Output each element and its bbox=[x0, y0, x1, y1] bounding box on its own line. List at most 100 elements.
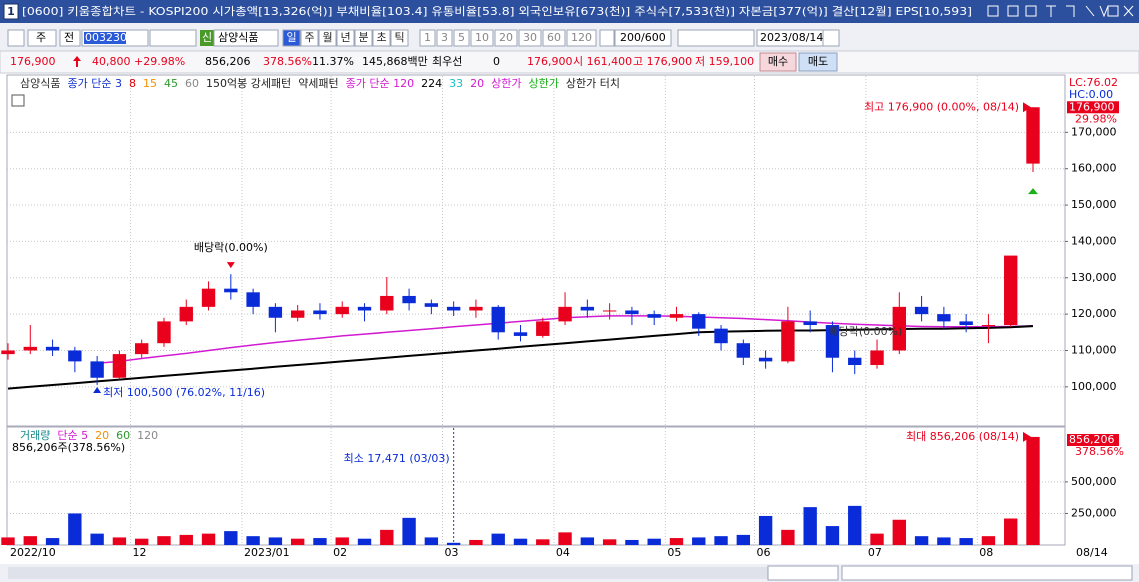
code-selection bbox=[84, 32, 126, 44]
scroll-buttons[interactable] bbox=[767, 565, 839, 581]
volume-bar bbox=[157, 536, 171, 545]
interval: 5 bbox=[458, 31, 465, 44]
candle-body bbox=[380, 295, 394, 311]
count-combo[interactable] bbox=[599, 29, 615, 47]
y-tick-label: 150,000 bbox=[1071, 198, 1117, 211]
high-marker bbox=[1023, 102, 1031, 113]
candle-body bbox=[981, 325, 996, 327]
name-badge-box bbox=[200, 30, 214, 46]
interval-button[interactable] bbox=[453, 29, 470, 47]
search-buttons[interactable] bbox=[149, 29, 197, 47]
volume-bar bbox=[45, 538, 60, 545]
legend-entry: 거래량 bbox=[20, 429, 50, 442]
candle-body bbox=[959, 321, 973, 326]
y-tick-label: 160,000 bbox=[1071, 162, 1117, 175]
best-price: 176,900 bbox=[527, 55, 573, 68]
calendar-button[interactable] bbox=[822, 29, 840, 47]
zoom-buttons[interactable] bbox=[841, 565, 1133, 581]
y-tick-label: 500,000 bbox=[1071, 475, 1117, 488]
turnover: 11.37% bbox=[312, 55, 354, 68]
name-box[interactable] bbox=[213, 29, 279, 47]
volume-bar bbox=[848, 505, 862, 545]
sell-button[interactable] bbox=[798, 52, 838, 72]
open: 시 161,400 bbox=[573, 55, 632, 68]
x-end-label: 08/14 bbox=[1076, 546, 1108, 559]
candle-body bbox=[892, 306, 906, 351]
up-limit-marker bbox=[1028, 188, 1038, 195]
candle-body bbox=[914, 306, 929, 315]
quote-row bbox=[0, 50, 1139, 74]
volume-bar bbox=[446, 542, 461, 545]
scroll-track[interactable] bbox=[8, 567, 768, 579]
charts: 100,000 110,000 120,000 130,000 140,000 150,0… bbox=[1, 76, 1124, 559]
period-button[interactable] bbox=[300, 29, 319, 47]
volume-bar bbox=[1026, 436, 1040, 545]
candle-body bbox=[335, 306, 349, 315]
count-box[interactable] bbox=[614, 29, 672, 47]
volume-bar bbox=[112, 537, 127, 545]
volume-bar bbox=[23, 536, 37, 545]
interval-button[interactable] bbox=[470, 29, 494, 47]
legend-entry: 상한가 bbox=[491, 77, 521, 90]
interval-button[interactable] bbox=[494, 29, 518, 47]
amount: 145,868백만 bbox=[362, 55, 428, 68]
interval: 30 bbox=[523, 31, 537, 44]
volume-bar bbox=[224, 531, 238, 545]
interval-button[interactable] bbox=[419, 29, 436, 47]
volume: 856,206 bbox=[205, 55, 251, 68]
period: 분 bbox=[358, 31, 368, 44]
candle-body bbox=[781, 321, 795, 362]
candle-body bbox=[692, 314, 706, 329]
candle-body bbox=[45, 346, 60, 351]
interval-button[interactable] bbox=[542, 29, 566, 47]
candle-body bbox=[112, 354, 127, 378]
window-controls[interactable] bbox=[987, 5, 1134, 18]
period-button[interactable] bbox=[318, 29, 337, 47]
icon-button[interactable] bbox=[7, 29, 25, 47]
side-hc: HC:0.00 bbox=[1069, 88, 1113, 101]
buy-button[interactable] bbox=[759, 52, 797, 72]
volume-bar bbox=[736, 534, 751, 545]
interval-button[interactable] bbox=[436, 29, 453, 47]
name-badge: 신 bbox=[202, 31, 212, 44]
volume-bar bbox=[513, 538, 528, 545]
dividend-annotation: 배당락(0.00%) bbox=[828, 325, 902, 338]
stock-name: 삼양식품 bbox=[218, 31, 258, 44]
candle-body bbox=[625, 310, 639, 315]
max-marker bbox=[1023, 431, 1031, 442]
interval-button[interactable] bbox=[566, 29, 597, 47]
volume-bar bbox=[981, 536, 996, 545]
side-lc: LC:76.02 bbox=[1069, 76, 1118, 89]
period-button[interactable] bbox=[282, 29, 301, 47]
market-combo[interactable] bbox=[27, 29, 57, 47]
volume-bar bbox=[959, 538, 973, 545]
interval-button[interactable] bbox=[518, 29, 542, 47]
max-annotation: 최대 856,206 (08/14) bbox=[906, 430, 1019, 443]
period-button[interactable] bbox=[354, 29, 373, 47]
period: 틱 bbox=[394, 31, 404, 44]
min-annotation: 최소 17,471 (03/03) bbox=[344, 452, 450, 465]
legend-entry: 종가 단순 3 bbox=[67, 77, 121, 90]
volume-bar bbox=[135, 538, 149, 545]
candle-body bbox=[290, 310, 305, 318]
volume-bar bbox=[825, 526, 840, 545]
tool-icons[interactable] bbox=[677, 29, 755, 47]
candle-body bbox=[1, 350, 15, 355]
y-tick-label: 120,000 bbox=[1071, 307, 1117, 320]
volume-panel bbox=[6, 426, 1066, 546]
window-title: [0600] 키움종합차트 - KOSPI200 시가총액[13,326(억)]… bbox=[22, 4, 972, 18]
period-button[interactable] bbox=[372, 29, 391, 47]
scope-button[interactable] bbox=[59, 29, 81, 47]
y-tick-label: 130,000 bbox=[1071, 271, 1117, 284]
buy: 매수 bbox=[768, 55, 788, 68]
volume-bar bbox=[625, 539, 639, 545]
volume-bar bbox=[536, 539, 550, 545]
grid-icon[interactable] bbox=[11, 94, 25, 107]
period-button[interactable] bbox=[390, 29, 409, 47]
period-button[interactable] bbox=[336, 29, 355, 47]
high-annotation: 최고 176,900 (0.00%, 08/14) bbox=[864, 100, 1019, 113]
y-tick-label: 110,000 bbox=[1071, 343, 1117, 356]
candle-body bbox=[157, 321, 171, 344]
